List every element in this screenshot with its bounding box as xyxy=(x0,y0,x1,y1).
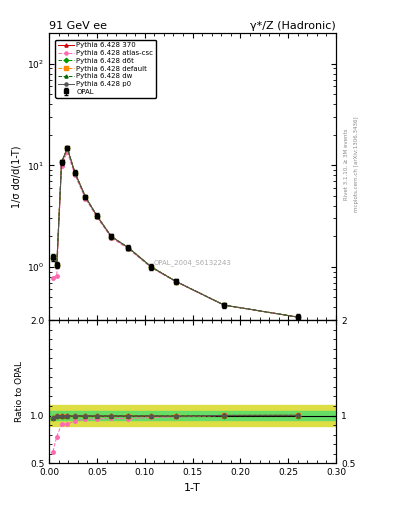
Pythia 6.428 dw xyxy=(126,245,131,251)
Pythia 6.428 370 xyxy=(73,170,77,176)
Pythia 6.428 370 xyxy=(54,262,59,268)
Pythia 6.428 d6t xyxy=(126,245,131,251)
Text: γ*/Z (Hadronic): γ*/Z (Hadronic) xyxy=(250,21,336,31)
Pythia 6.428 dw xyxy=(83,194,88,200)
Pythia 6.428 370 xyxy=(222,302,226,308)
Pythia 6.428 d6t xyxy=(222,302,226,308)
Bar xyxy=(49,405,336,426)
Pythia 6.428 default xyxy=(149,264,154,270)
Pythia 6.428 dw xyxy=(109,233,114,240)
Pythia 6.428 dw xyxy=(174,279,179,285)
Pythia 6.428 default xyxy=(73,169,77,176)
Pythia 6.428 370 xyxy=(83,194,88,200)
Line: Pythia 6.428 d6t: Pythia 6.428 d6t xyxy=(51,146,299,319)
Pythia 6.428 atlas-csc xyxy=(109,234,114,241)
Pythia 6.428 dw xyxy=(149,264,154,270)
X-axis label: 1-T: 1-T xyxy=(184,483,201,493)
Line: Pythia 6.428 370: Pythia 6.428 370 xyxy=(51,146,299,319)
Pythia 6.428 d6t xyxy=(73,170,77,176)
Pythia 6.428 370 xyxy=(149,264,154,270)
Y-axis label: 1/σ dσ/d(1-T): 1/σ dσ/d(1-T) xyxy=(11,145,22,208)
Pythia 6.428 d6t xyxy=(149,264,154,270)
Pythia 6.428 d6t xyxy=(95,213,99,219)
Line: Pythia 6.428 dw: Pythia 6.428 dw xyxy=(51,146,299,319)
Pythia 6.428 dw xyxy=(59,159,64,165)
Pythia 6.428 default xyxy=(65,145,70,152)
Y-axis label: Ratio to OPAL: Ratio to OPAL xyxy=(15,361,24,422)
Pythia 6.428 default xyxy=(222,302,226,308)
Pythia 6.428 atlas-csc xyxy=(83,196,88,202)
Pythia 6.428 dw xyxy=(73,169,77,176)
Line: Pythia 6.428 default: Pythia 6.428 default xyxy=(51,146,299,319)
Pythia 6.428 atlas-csc xyxy=(222,302,226,308)
Pythia 6.428 d6t xyxy=(83,194,88,200)
Pythia 6.428 370 xyxy=(65,145,70,152)
Pythia 6.428 p0 xyxy=(222,302,226,308)
Pythia 6.428 p0 xyxy=(65,145,70,152)
Pythia 6.428 p0 xyxy=(296,314,300,320)
Pythia 6.428 p0 xyxy=(149,264,154,270)
Pythia 6.428 default xyxy=(296,314,300,320)
Pythia 6.428 d6t xyxy=(109,233,114,240)
Line: Pythia 6.428 atlas-csc: Pythia 6.428 atlas-csc xyxy=(51,151,299,319)
Pythia 6.428 370 xyxy=(59,159,64,165)
Pythia 6.428 dw xyxy=(95,213,99,219)
Pythia 6.428 370 xyxy=(296,314,300,320)
Pythia 6.428 dw xyxy=(296,314,300,320)
Pythia 6.428 370 xyxy=(174,279,179,285)
Pythia 6.428 d6t xyxy=(296,314,300,320)
Pythia 6.428 p0 xyxy=(59,159,64,165)
Bar xyxy=(49,411,336,420)
Pythia 6.428 atlas-csc xyxy=(149,265,154,271)
Pythia 6.428 default xyxy=(174,279,179,285)
Pythia 6.428 atlas-csc xyxy=(73,172,77,178)
Text: Rivet 3.1.10, ≥ 3M events: Rivet 3.1.10, ≥ 3M events xyxy=(344,128,349,200)
Pythia 6.428 p0 xyxy=(54,262,59,268)
Pythia 6.428 370 xyxy=(95,213,99,219)
Pythia 6.428 default xyxy=(54,262,59,268)
Pythia 6.428 d6t xyxy=(174,279,179,285)
Pythia 6.428 d6t xyxy=(59,159,64,165)
Pythia 6.428 atlas-csc xyxy=(54,272,59,279)
Pythia 6.428 p0 xyxy=(73,169,77,176)
Pythia 6.428 370 xyxy=(51,255,55,261)
Pythia 6.428 dw xyxy=(51,255,55,261)
Pythia 6.428 d6t xyxy=(54,262,59,268)
Pythia 6.428 default xyxy=(109,233,114,240)
Pythia 6.428 p0 xyxy=(51,255,55,261)
Pythia 6.428 p0 xyxy=(174,279,179,285)
Pythia 6.428 default xyxy=(95,213,99,219)
Pythia 6.428 atlas-csc xyxy=(59,163,64,169)
Pythia 6.428 p0 xyxy=(126,245,131,251)
Pythia 6.428 p0 xyxy=(95,213,99,219)
Text: 91 GeV ee: 91 GeV ee xyxy=(49,21,107,31)
Pythia 6.428 d6t xyxy=(51,255,55,261)
Text: mcplots.cern.ch [arXiv:1306.3436]: mcplots.cern.ch [arXiv:1306.3436] xyxy=(354,116,358,211)
Pythia 6.428 dw xyxy=(222,302,226,308)
Pythia 6.428 370 xyxy=(126,245,131,251)
Pythia 6.428 dw xyxy=(54,262,59,268)
Pythia 6.428 atlas-csc xyxy=(95,214,99,220)
Line: Pythia 6.428 p0: Pythia 6.428 p0 xyxy=(51,146,299,319)
Pythia 6.428 atlas-csc xyxy=(174,279,179,285)
Pythia 6.428 default xyxy=(83,194,88,200)
Pythia 6.428 default xyxy=(51,255,55,261)
Pythia 6.428 atlas-csc xyxy=(126,246,131,252)
Pythia 6.428 370 xyxy=(109,233,114,240)
Pythia 6.428 dw xyxy=(65,145,70,152)
Pythia 6.428 d6t xyxy=(65,145,70,152)
Pythia 6.428 default xyxy=(126,245,131,251)
Pythia 6.428 atlas-csc xyxy=(65,149,70,155)
Pythia 6.428 atlas-csc xyxy=(51,275,55,281)
Legend: Pythia 6.428 370, Pythia 6.428 atlas-csc, Pythia 6.428 d6t, Pythia 6.428 default: Pythia 6.428 370, Pythia 6.428 atlas-csc… xyxy=(55,39,156,98)
Pythia 6.428 p0 xyxy=(109,233,114,240)
Pythia 6.428 atlas-csc xyxy=(296,314,300,320)
Text: OPAL_2004_S6132243: OPAL_2004_S6132243 xyxy=(154,259,231,266)
Pythia 6.428 default xyxy=(59,159,64,165)
Pythia 6.428 p0 xyxy=(83,194,88,200)
